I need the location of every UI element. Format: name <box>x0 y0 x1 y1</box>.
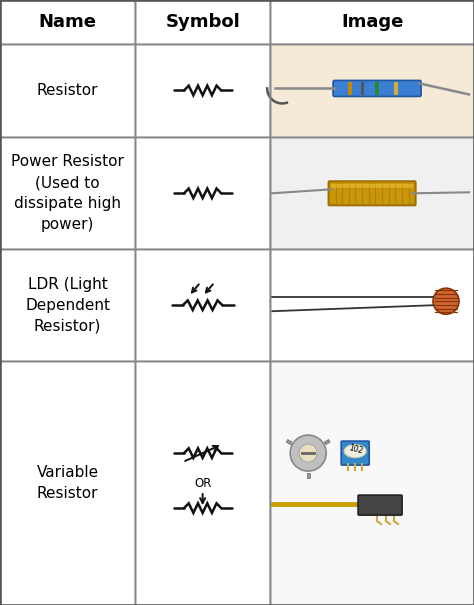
Text: 102: 102 <box>348 443 365 456</box>
Bar <box>0 249 135 361</box>
Bar <box>270 44 474 137</box>
Bar <box>270 44 474 137</box>
Text: Symbol: Symbol <box>165 13 240 31</box>
Bar <box>0 137 135 249</box>
Text: OR: OR <box>194 477 211 489</box>
Bar <box>270 361 474 605</box>
Bar <box>270 0 474 44</box>
Bar <box>286 440 292 445</box>
Bar <box>135 249 270 361</box>
Ellipse shape <box>344 445 366 458</box>
Bar <box>0 249 135 361</box>
Bar <box>324 440 330 445</box>
Bar <box>270 249 474 361</box>
Bar <box>270 361 474 605</box>
Bar <box>135 0 270 44</box>
Bar <box>0 44 135 137</box>
Bar <box>270 137 474 249</box>
Bar <box>135 44 270 137</box>
FancyBboxPatch shape <box>358 495 402 515</box>
Text: Name: Name <box>38 13 97 31</box>
Bar <box>270 44 474 137</box>
Bar <box>0 361 135 605</box>
Bar <box>135 361 270 605</box>
Bar <box>270 249 474 361</box>
Circle shape <box>299 444 317 462</box>
FancyBboxPatch shape <box>331 184 413 188</box>
Bar <box>135 361 270 605</box>
Bar <box>0 44 135 137</box>
Bar <box>0 0 135 44</box>
FancyBboxPatch shape <box>328 182 416 205</box>
Bar <box>361 82 365 95</box>
Bar <box>135 249 270 361</box>
Bar <box>0 137 135 249</box>
Bar <box>270 137 474 249</box>
Bar <box>0 0 135 44</box>
Bar <box>375 82 379 95</box>
Text: Image: Image <box>341 13 403 31</box>
Bar <box>348 82 352 95</box>
Bar <box>135 0 270 44</box>
Text: Power Resistor
(Used to
dissipate high
power): Power Resistor (Used to dissipate high p… <box>11 154 124 232</box>
Bar <box>135 44 270 137</box>
Bar <box>270 137 474 249</box>
Bar <box>270 249 474 361</box>
Bar <box>135 137 270 249</box>
Bar <box>270 361 474 605</box>
FancyBboxPatch shape <box>333 80 421 96</box>
Bar <box>0 361 135 605</box>
Bar <box>135 137 270 249</box>
Bar <box>307 473 310 477</box>
Circle shape <box>290 435 326 471</box>
FancyBboxPatch shape <box>341 441 369 465</box>
Text: LDR (Light
Dependent
Resistor): LDR (Light Dependent Resistor) <box>25 276 110 334</box>
Bar <box>394 82 398 95</box>
Bar <box>270 0 474 44</box>
Text: Variable
Resistor: Variable Resistor <box>36 465 99 501</box>
Circle shape <box>433 288 459 314</box>
Text: Resistor: Resistor <box>37 83 98 98</box>
